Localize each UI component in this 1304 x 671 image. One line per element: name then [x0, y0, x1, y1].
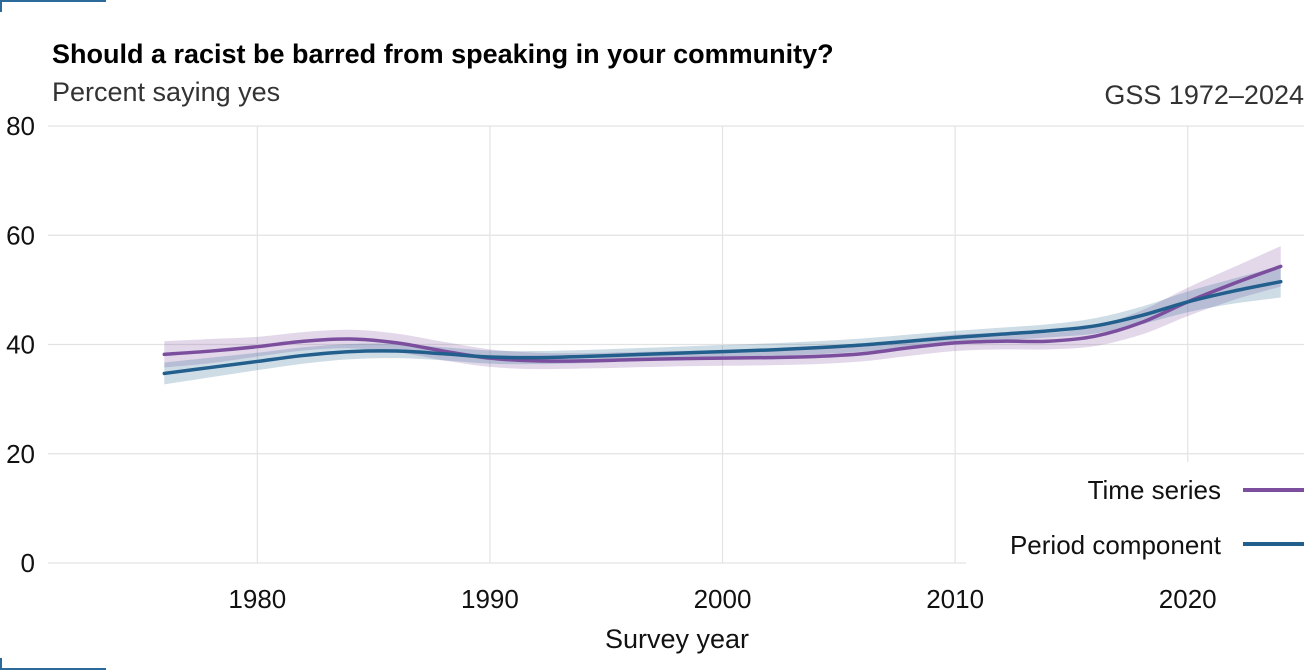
- chart-subtitle: Percent saying yes: [52, 77, 280, 107]
- chart-source: GSS 1972–2024: [1104, 80, 1304, 110]
- chart-title: Should a racist be barred from speaking …: [52, 39, 834, 69]
- y-tick-label: 40: [6, 330, 35, 360]
- axes: 0 20 40 60 80 1980 1990 2000 2010 2020: [6, 111, 1217, 614]
- y-tick-label: 60: [6, 220, 35, 250]
- line-period-component: [162, 279, 1283, 376]
- frame-corner-bottom: [0, 668, 106, 670]
- y-tick-label: 80: [6, 111, 35, 141]
- line-time-series: [162, 264, 1283, 363]
- legend-background: [966, 462, 1304, 582]
- x-tick-label: 2000: [694, 584, 752, 614]
- frame-corner-bottom-side: [0, 658, 2, 670]
- legend-label-period-component: Period component: [1010, 530, 1222, 560]
- x-tick-label: 2020: [1159, 584, 1217, 614]
- frame-corner-top: [0, 0, 106, 2]
- series-lines: [162, 264, 1283, 376]
- frame-corner-top-side: [0, 0, 2, 12]
- legend-label-time-series: Time series: [1088, 475, 1221, 505]
- x-axis-title: Survey year: [605, 624, 749, 654]
- legend: Time series Period component: [966, 462, 1304, 582]
- x-tick-label: 1980: [228, 584, 286, 614]
- x-tick-label: 1990: [461, 584, 519, 614]
- y-tick-label: 20: [6, 439, 35, 469]
- y-tick-label: 0: [21, 548, 35, 578]
- x-tick-label: 2010: [926, 584, 984, 614]
- band-time-series: [164, 246, 1281, 370]
